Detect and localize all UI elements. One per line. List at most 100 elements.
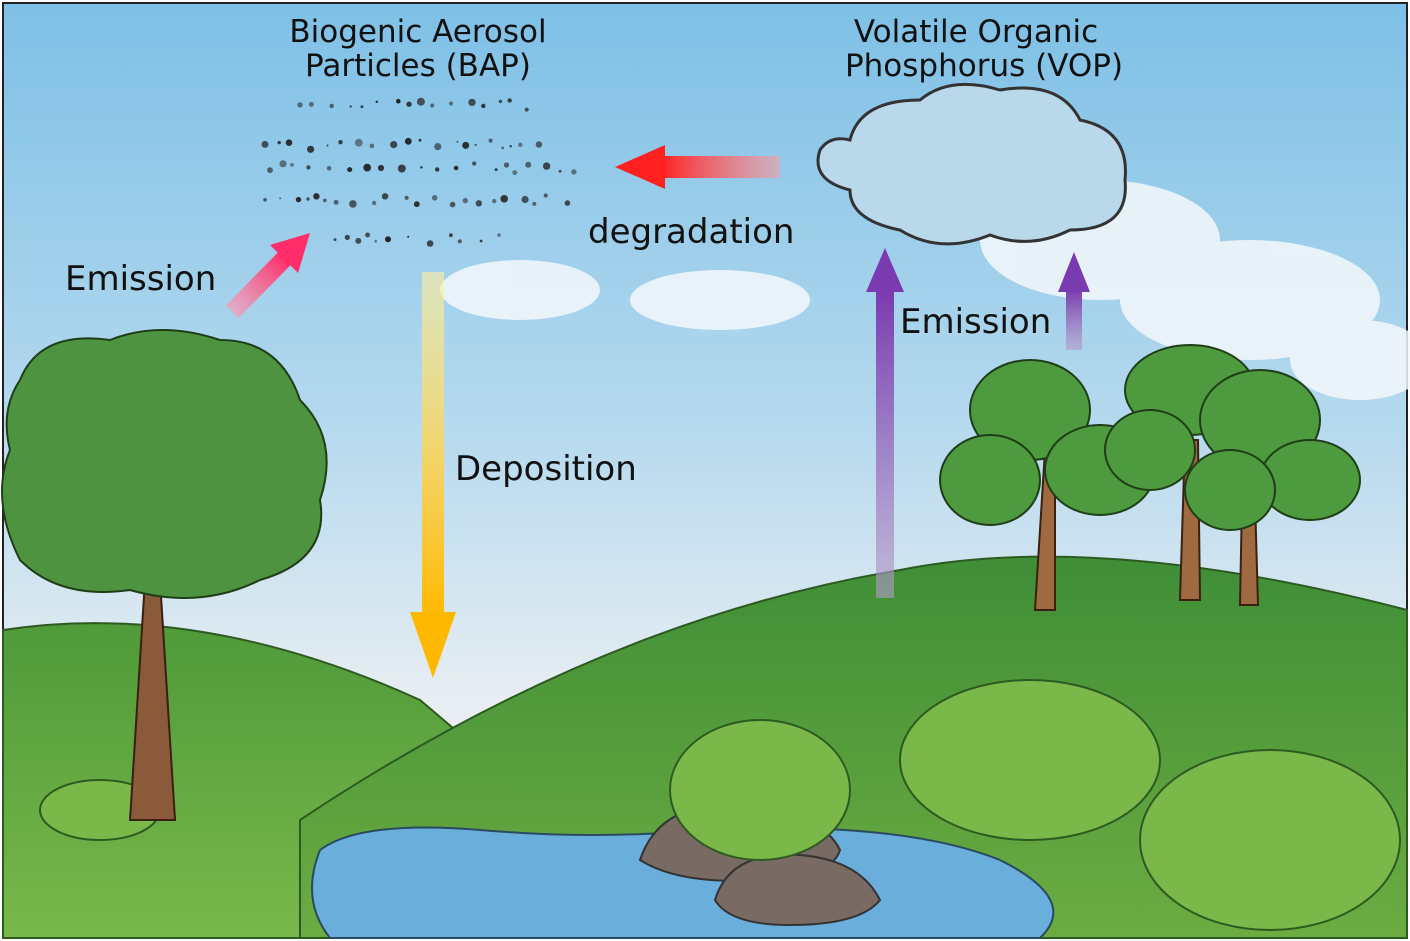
particle [507, 98, 512, 103]
particle [481, 103, 486, 109]
arrow-degradation [615, 145, 780, 189]
particle [313, 193, 320, 200]
particle [306, 197, 310, 201]
particle [344, 234, 350, 240]
particle [500, 195, 509, 203]
particle [279, 197, 282, 200]
particle [369, 143, 375, 149]
particle [365, 232, 371, 238]
particle [521, 195, 529, 204]
particle [524, 107, 529, 112]
arrow-emission-vop [866, 248, 1090, 598]
particle [333, 238, 337, 242]
bushes [39, 679, 1401, 931]
emission-label: Emission [65, 259, 216, 299]
particle [543, 193, 548, 198]
particle [535, 141, 543, 148]
particle [360, 105, 364, 109]
particle [532, 201, 537, 206]
particle [492, 198, 497, 204]
particle [306, 165, 311, 170]
particle [498, 99, 503, 104]
particle [430, 103, 435, 108]
degradation-label: degradation [588, 212, 794, 252]
particle [295, 196, 302, 203]
particle [525, 161, 532, 168]
particle [474, 143, 477, 147]
particle [385, 236, 391, 243]
particle [326, 166, 332, 171]
particle [323, 198, 327, 203]
particle [462, 141, 470, 149]
particle [279, 160, 287, 168]
particle [390, 141, 398, 149]
particle [371, 200, 377, 206]
particle [420, 166, 423, 169]
particle [406, 101, 412, 107]
particle [416, 97, 425, 106]
particle [404, 137, 412, 145]
particle [472, 161, 477, 166]
particle [349, 200, 357, 208]
vop-cloud [816, 82, 1127, 246]
particle [453, 165, 459, 171]
particle [354, 138, 363, 147]
particle [297, 102, 303, 108]
particle [374, 239, 378, 243]
bap-title-line: Biogenic Aerosol [289, 14, 546, 50]
particle [397, 164, 406, 173]
particle [329, 103, 334, 109]
particle [307, 145, 315, 153]
particle [261, 140, 269, 148]
particle [308, 101, 314, 107]
aerosol-particles [261, 97, 577, 247]
particle [449, 233, 453, 238]
particle [285, 139, 293, 146]
particle [462, 197, 468, 204]
particle [558, 169, 562, 173]
particle [349, 105, 352, 108]
particle [434, 143, 442, 151]
particle [509, 144, 512, 148]
particle [277, 140, 281, 145]
arrow-emission-left [225, 233, 310, 319]
particle [426, 240, 434, 247]
particle [456, 140, 459, 143]
bap-title-line: Particles (BAP) [305, 48, 531, 84]
particle [503, 162, 510, 168]
particle [431, 195, 438, 201]
particle [518, 142, 523, 147]
particle [501, 146, 505, 150]
particle [267, 167, 273, 174]
particle [381, 193, 389, 200]
particle [457, 239, 462, 244]
particle [338, 140, 343, 145]
bg-clouds [440, 180, 1410, 400]
tree-left [1, 329, 328, 821]
particle [418, 138, 422, 142]
particle [363, 163, 372, 172]
particle [377, 164, 385, 172]
particle [404, 195, 409, 200]
particle [435, 167, 440, 172]
particle [497, 233, 501, 237]
particle [512, 170, 518, 176]
particle [571, 169, 577, 175]
emission-label: Emission [900, 302, 1051, 342]
particle [375, 100, 378, 104]
particle [290, 163, 294, 167]
particle [475, 200, 482, 207]
particle [263, 198, 267, 202]
arrow-deposition [410, 272, 456, 678]
particle [468, 98, 476, 107]
particle [326, 144, 329, 147]
particle [542, 162, 551, 170]
particle [488, 138, 493, 143]
particle [396, 98, 401, 104]
particle [413, 201, 420, 208]
particle [448, 101, 454, 106]
deposition-label: Deposition [455, 449, 637, 489]
particle [333, 199, 339, 205]
